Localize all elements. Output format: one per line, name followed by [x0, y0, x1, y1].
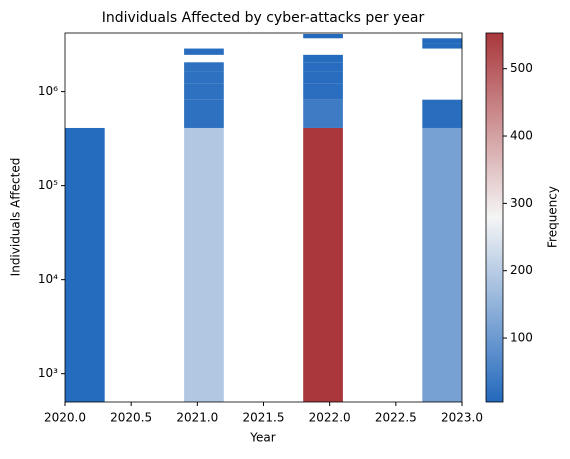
- heat-cell: [184, 48, 224, 55]
- heat-cell: [422, 127, 462, 403]
- heat-cell: [184, 83, 224, 100]
- heat-cell: [422, 99, 462, 128]
- x-tick-label: 2021.0: [176, 411, 218, 425]
- heat-cell: [303, 83, 343, 100]
- x-tick-label: 2022.5: [375, 411, 417, 425]
- heat-cell: [184, 99, 224, 128]
- x-tick-label: 2022.0: [309, 411, 351, 425]
- y-tick-label: 10⁶: [38, 84, 58, 98]
- heat-cell: [303, 62, 343, 72]
- colorbar-label: Frequency: [546, 186, 560, 248]
- heat-cell: [184, 127, 224, 403]
- y-tick-label: 10⁴: [38, 272, 58, 286]
- x-axis-label: Year: [249, 431, 275, 445]
- colorbar-tick-label: 500: [510, 61, 533, 75]
- heat-cell: [422, 43, 462, 49]
- heat-cell: [303, 127, 343, 403]
- heat-cell: [65, 127, 105, 403]
- heat-cell: [184, 71, 224, 84]
- heat-cell: [303, 33, 343, 39]
- heat-cell: [184, 62, 224, 72]
- colorbar-tick-label: 400: [510, 129, 533, 143]
- heat-cell: [422, 38, 462, 44]
- chart-title: Individuals Affected by cyber-attacks pe…: [102, 10, 425, 26]
- heat-cell: [303, 71, 343, 84]
- y-tick-label: 10³: [38, 366, 58, 380]
- x-tick-label: 2021.5: [243, 411, 285, 425]
- y-tick-label: 10⁵: [38, 178, 58, 192]
- colorbar: [485, 32, 504, 403]
- y-axis-label: Individuals Affected: [9, 158, 23, 277]
- heat-cell: [303, 99, 343, 128]
- x-tick-label: 2020.0: [44, 411, 86, 425]
- heat-cell: [303, 54, 343, 63]
- colorbar-tick-label: 300: [510, 196, 533, 210]
- plot-frame: [64, 32, 463, 403]
- x-tick-label: 2020.5: [110, 411, 152, 425]
- colorbar-tick-label: 200: [510, 263, 533, 277]
- x-tick-label: 2023.0: [441, 411, 483, 425]
- colorbar-tick-label: 100: [510, 331, 533, 345]
